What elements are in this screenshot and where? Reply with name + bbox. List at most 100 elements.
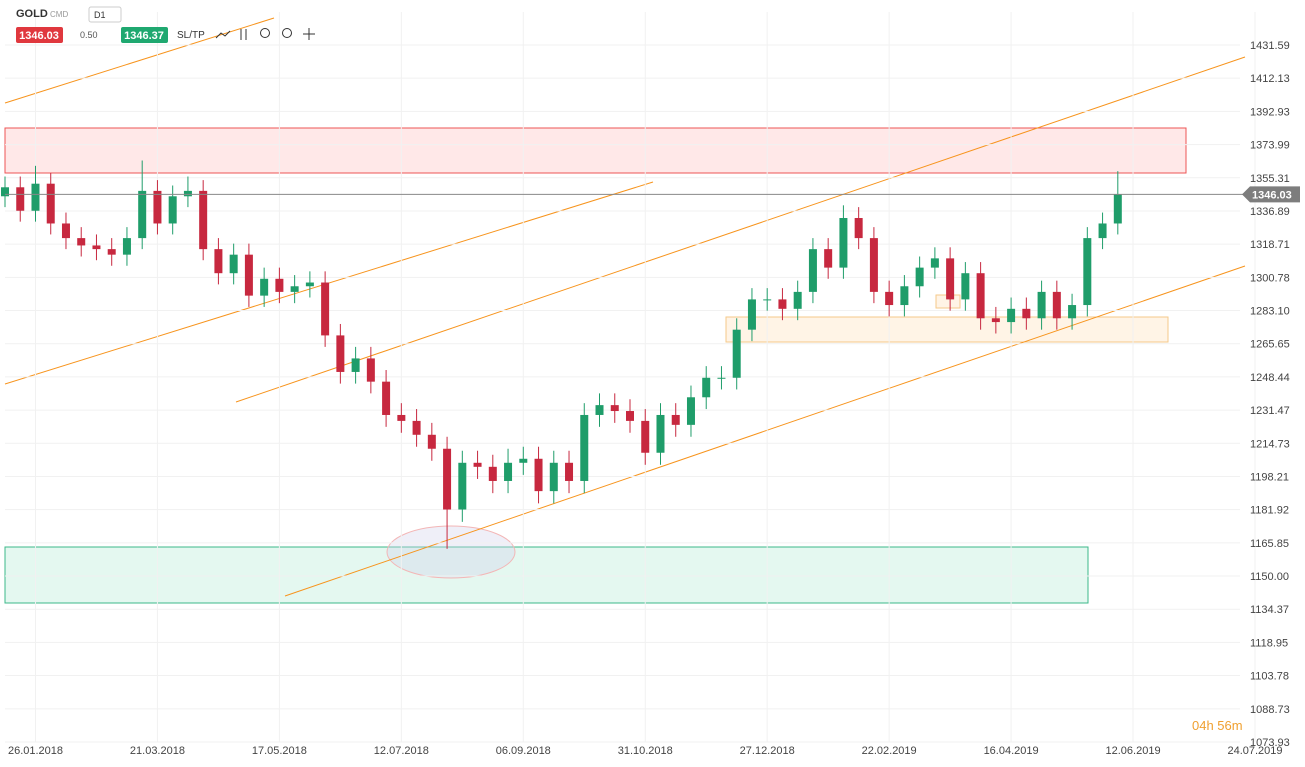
candle-body: [473, 462, 482, 467]
candle-body: [1007, 308, 1016, 323]
candle-body: [214, 249, 223, 274]
candle-body: [229, 254, 238, 274]
candle-body: [77, 238, 86, 246]
candle-body: [1068, 305, 1077, 319]
candle-body: [183, 190, 192, 197]
y-tick-label: 1134.37: [1250, 604, 1289, 616]
candle-body: [1022, 308, 1031, 319]
last-price-label: 1346.03: [1252, 189, 1292, 201]
candle-body: [61, 223, 70, 239]
candle-body: [702, 377, 711, 398]
candle-body: [31, 183, 40, 211]
trend-line: [284, 265, 1246, 597]
last-price-tag: [1242, 186, 1300, 203]
x-tick-label: 26.01.2018: [8, 745, 63, 757]
sltp[interactable]: SL/TP: [177, 30, 205, 41]
x-tick-label: 06.09.2018: [496, 745, 551, 757]
y-tick-label: 1165.85: [1250, 538, 1289, 550]
toolbar: GOLD CMD D1 1346.03 0.50 1346.37 SL/TP: [16, 6, 315, 43]
candle-body: [275, 278, 284, 292]
candle-body: [534, 458, 543, 492]
zoom-out-icon[interactable]: [260, 28, 270, 38]
candle-body: [336, 335, 345, 372]
support-zone: [4, 546, 1089, 604]
candle-body: [519, 458, 528, 463]
x-tick-label: 31.10.2018: [618, 745, 673, 757]
candle-icon[interactable]: [240, 29, 247, 40]
candle-body: [1083, 238, 1092, 306]
x-tick-label: 27.12.2018: [740, 745, 795, 757]
candle-body: [991, 318, 1000, 323]
grid: [5, 12, 1256, 743]
candle-body: [366, 358, 375, 382]
candle-body: [488, 466, 497, 481]
y-tick-label: 1088.73: [1250, 704, 1290, 716]
candle-body: [717, 377, 726, 379]
candles: [1, 160, 1122, 549]
y-tick-label: 1214.73: [1250, 438, 1290, 450]
candle-body: [641, 420, 650, 453]
candle-body: [443, 448, 452, 510]
candle-body: [153, 190, 162, 224]
y-tick-label: 1073.93: [1250, 737, 1290, 749]
annotations: [4, 17, 1246, 604]
buy-box[interactable]: [121, 27, 168, 43]
y-tick-label: 1103.78: [1250, 671, 1289, 683]
y-tick-label: 1248.44: [1250, 372, 1290, 384]
candle-body: [138, 190, 147, 239]
sell-box[interactable]: [16, 27, 63, 43]
candle-body: [900, 286, 909, 306]
y-tick-label: 1118.95: [1250, 637, 1288, 649]
y-tick-label: 1265.65: [1250, 339, 1290, 351]
candle-body: [686, 397, 695, 425]
candle-body: [808, 249, 817, 292]
x-tick-label: 12.07.2018: [374, 745, 429, 757]
line-icon[interactable]: [215, 30, 231, 39]
candle-body: [321, 282, 330, 336]
candle-body: [854, 218, 863, 239]
y-tick-label: 1300.78: [1250, 272, 1290, 284]
y-tick-label: 1431.59: [1250, 40, 1290, 52]
candle-body: [504, 462, 513, 481]
x-tick-label: 21.03.2018: [130, 745, 185, 757]
candle-body: [290, 286, 299, 292]
candle-body: [1098, 223, 1107, 239]
trend-line: [235, 56, 1246, 403]
y-tick-label: 1181.92: [1250, 505, 1289, 517]
interval-box[interactable]: [88, 6, 122, 23]
symbol[interactable]: GOLD: [16, 8, 48, 20]
candle-body: [793, 291, 802, 309]
x-tick-label: 24.07.2019: [1227, 745, 1282, 757]
candle-body: [92, 245, 101, 250]
resistance-zone: [4, 127, 1187, 174]
ask[interactable]: 1346.37: [124, 30, 164, 42]
zoom-in-icon[interactable]: [282, 28, 292, 38]
candle-body: [763, 299, 772, 301]
y-tick-label: 1198.21: [1250, 471, 1289, 483]
candle-body: [839, 218, 848, 268]
candle-body: [930, 258, 939, 268]
candle-body: [915, 267, 924, 287]
candle-body: [565, 462, 574, 481]
y-tick-label: 1392.93: [1250, 106, 1290, 118]
timer: 04h 56m: [1192, 718, 1243, 733]
move-icon[interactable]: [303, 28, 315, 40]
candle-body: [885, 291, 894, 306]
candle-body: [671, 414, 680, 425]
y-tick-label: 1336.89: [1250, 206, 1290, 218]
candle-body: [656, 414, 665, 453]
candle-body: [46, 183, 55, 224]
x-tick-label: 17.05.2018: [252, 745, 307, 757]
y-tick-label: 1355.31: [1250, 173, 1290, 185]
candle-body: [260, 278, 269, 296]
interval[interactable]: D1: [94, 10, 106, 20]
candle-body: [778, 299, 787, 309]
candle-body: [580, 414, 589, 481]
spread: 0.50: [80, 30, 98, 40]
candle-body: [168, 196, 177, 224]
bid[interactable]: 1346.03: [19, 30, 59, 42]
candle-body: [610, 405, 619, 412]
candle-body: [824, 249, 833, 268]
candle-body: [595, 405, 604, 415]
candle-body: [244, 254, 253, 296]
